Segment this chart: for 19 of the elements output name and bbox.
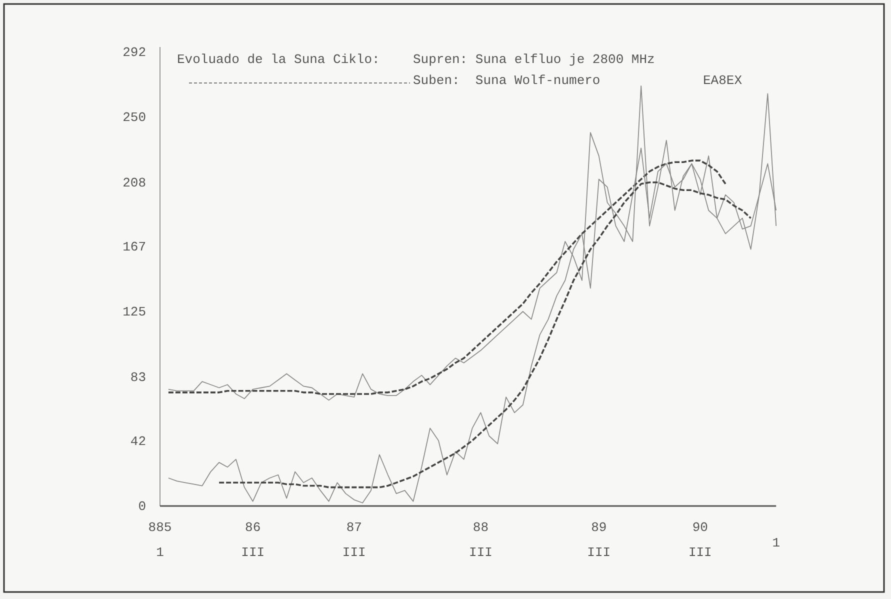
x-tick-label: 86 III	[241, 520, 265, 560]
y-tick-label: 167	[122, 239, 146, 254]
x-tick-label: 90 III	[688, 520, 712, 560]
y-tick-label: 0	[138, 499, 146, 514]
y-tick-label: 292	[122, 44, 146, 60]
y-tick-label: 83	[130, 370, 146, 386]
y-tick-label: 208	[122, 176, 146, 191]
annotation: EA8EX	[703, 73, 742, 88]
annotation: Suben: Suna Wolf-numero	[413, 73, 600, 88]
x-tick-label: 87 III	[342, 520, 366, 560]
x-tick-label: 885 1	[148, 520, 172, 560]
x-tick-label: 88 III	[469, 520, 492, 560]
y-tick-label: 250	[122, 110, 146, 126]
annotation: Supren: Suna elfluo je 2800 MHz	[413, 52, 655, 67]
y-tick-label: 125	[122, 304, 146, 320]
x-tick-label: 1	[772, 536, 780, 551]
chart-title: Evoluado de la Suna Ciklo:	[177, 52, 380, 67]
y-tick-label: 42	[130, 434, 146, 449]
x-tick-label: 89 III	[587, 520, 611, 560]
